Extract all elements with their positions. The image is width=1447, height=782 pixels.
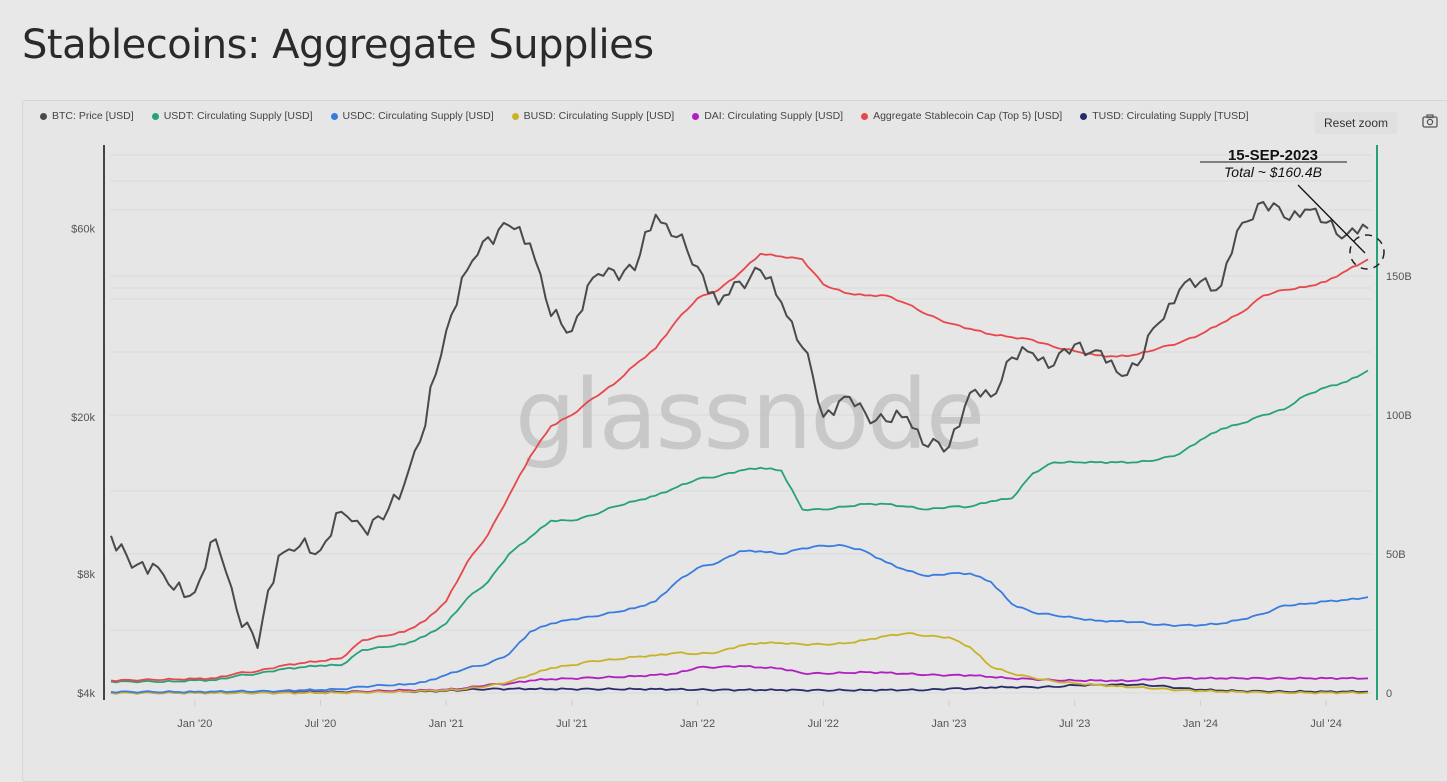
legend-item-usdt[interactable]: USDT: Circulating Supply [USD] — [151, 110, 313, 122]
legend-label: USDT: Circulating Supply [USD] — [163, 110, 313, 122]
annotation-total: Total ~ $160.4B — [1224, 164, 1322, 180]
legend-dot-icon — [330, 112, 338, 120]
chart-panel — [22, 100, 1447, 782]
x-axis-tick-label: Jan '24 — [1183, 718, 1218, 730]
legend-dot-icon — [151, 112, 159, 120]
right-axis-tick-label: 0 — [1386, 688, 1392, 700]
legend-dot-icon — [692, 112, 700, 120]
x-axis-tick-label: Jul '24 — [1310, 718, 1341, 730]
legend-label: BTC: Price [USD] — [52, 110, 134, 122]
x-axis-tick-label: Jan '21 — [429, 718, 464, 730]
left-axis-tick-label: $20k — [71, 412, 95, 424]
legend: BTC: Price [USD] USDT: Circulating Suppl… — [40, 110, 1249, 122]
series-line-usdt — [110, 369, 1369, 684]
legend-dot-icon — [861, 112, 869, 120]
right-axis-ticks: 0 50B 100B 150B — [1386, 271, 1412, 700]
x-axis-ticks: Jan '20 Jul '20 Jan '21 Jul '21 Jan '22 Jul '… — [177, 700, 1342, 730]
right-axis-tick-label: 50B — [1386, 549, 1406, 561]
annotation-date: 15-SEP-2023 — [1228, 147, 1318, 164]
legend-label: BUSD: Circulating Supply [USD] — [523, 110, 675, 122]
series-line-aggregate-stablecoin-cap-top-5-usd — [110, 252, 1369, 683]
right-axis-tick-label: 100B — [1386, 410, 1412, 422]
series-line-usdc — [110, 544, 1369, 694]
page-title: Stablecoins: Aggregate Supplies — [22, 22, 654, 68]
series-line-btc — [110, 201, 1369, 649]
legend-label: USDC: Circulating Supply [USD] — [342, 110, 494, 122]
legend-dot-icon — [1080, 112, 1088, 120]
camera-icon[interactable] — [1422, 114, 1438, 128]
legend-item-tusd[interactable]: TUSD: Circulating Supply [TUSD] — [1080, 110, 1249, 122]
left-axis-tick-label: $8k — [77, 569, 95, 581]
left-axis-tick-label: $4k — [77, 688, 95, 700]
left-axis-tick-label: $60k — [71, 223, 95, 235]
x-axis-tick-label: Jan '23 — [931, 718, 966, 730]
legend-dot-icon — [511, 112, 519, 120]
right-axis-tick-label: 150B — [1386, 271, 1412, 283]
annotation-highlight-circle — [1349, 234, 1385, 270]
x-axis-tick-label: Jul '23 — [1059, 718, 1090, 730]
watermark-logo: glassnode — [515, 359, 983, 471]
left-axis-ticks: $4k $8k $20k $60k — [71, 223, 95, 700]
legend-item-usdc[interactable]: USDC: Circulating Supply [USD] — [330, 110, 494, 122]
grid-lines — [110, 154, 1372, 694]
x-axis-tick-label: Jul '22 — [808, 718, 839, 730]
annotation-pointer-line — [1297, 184, 1366, 254]
annotation: 15-SEP-2023 Total ~ $160.4B — [1200, 147, 1385, 270]
series-line-busd — [110, 632, 1369, 695]
legend-item-aggregate-cap[interactable]: Aggregate Stablecoin Cap (Top 5) [USD] — [861, 110, 1062, 122]
legend-label: Aggregate Stablecoin Cap (Top 5) [USD] — [873, 110, 1063, 122]
x-axis-tick-label: Jan '20 — [177, 718, 212, 730]
x-axis-tick-label: Jul '20 — [305, 718, 336, 730]
legend-item-dai[interactable]: DAI: Circulating Supply [USD] — [692, 110, 843, 122]
series-group — [110, 201, 1369, 695]
legend-item-busd[interactable]: BUSD: Circulating Supply [USD] — [511, 110, 675, 122]
x-axis-tick-label: Jan '22 — [680, 718, 715, 730]
legend-item-btc-price[interactable]: BTC: Price [USD] — [40, 110, 134, 122]
chart-svg: glassnode $4k $8k $20k $60k 0 50B 100B 150B Ja… — [71, 145, 1412, 730]
legend-dot-icon — [40, 112, 47, 120]
legend-label: TUSD: Circulating Supply [TUSD] — [1092, 110, 1249, 122]
reset-zoom-button[interactable]: Reset zoom — [1315, 112, 1397, 134]
legend-label: DAI: Circulating Supply [USD] — [704, 110, 844, 122]
x-axis-tick-label: Jul '21 — [556, 718, 587, 730]
